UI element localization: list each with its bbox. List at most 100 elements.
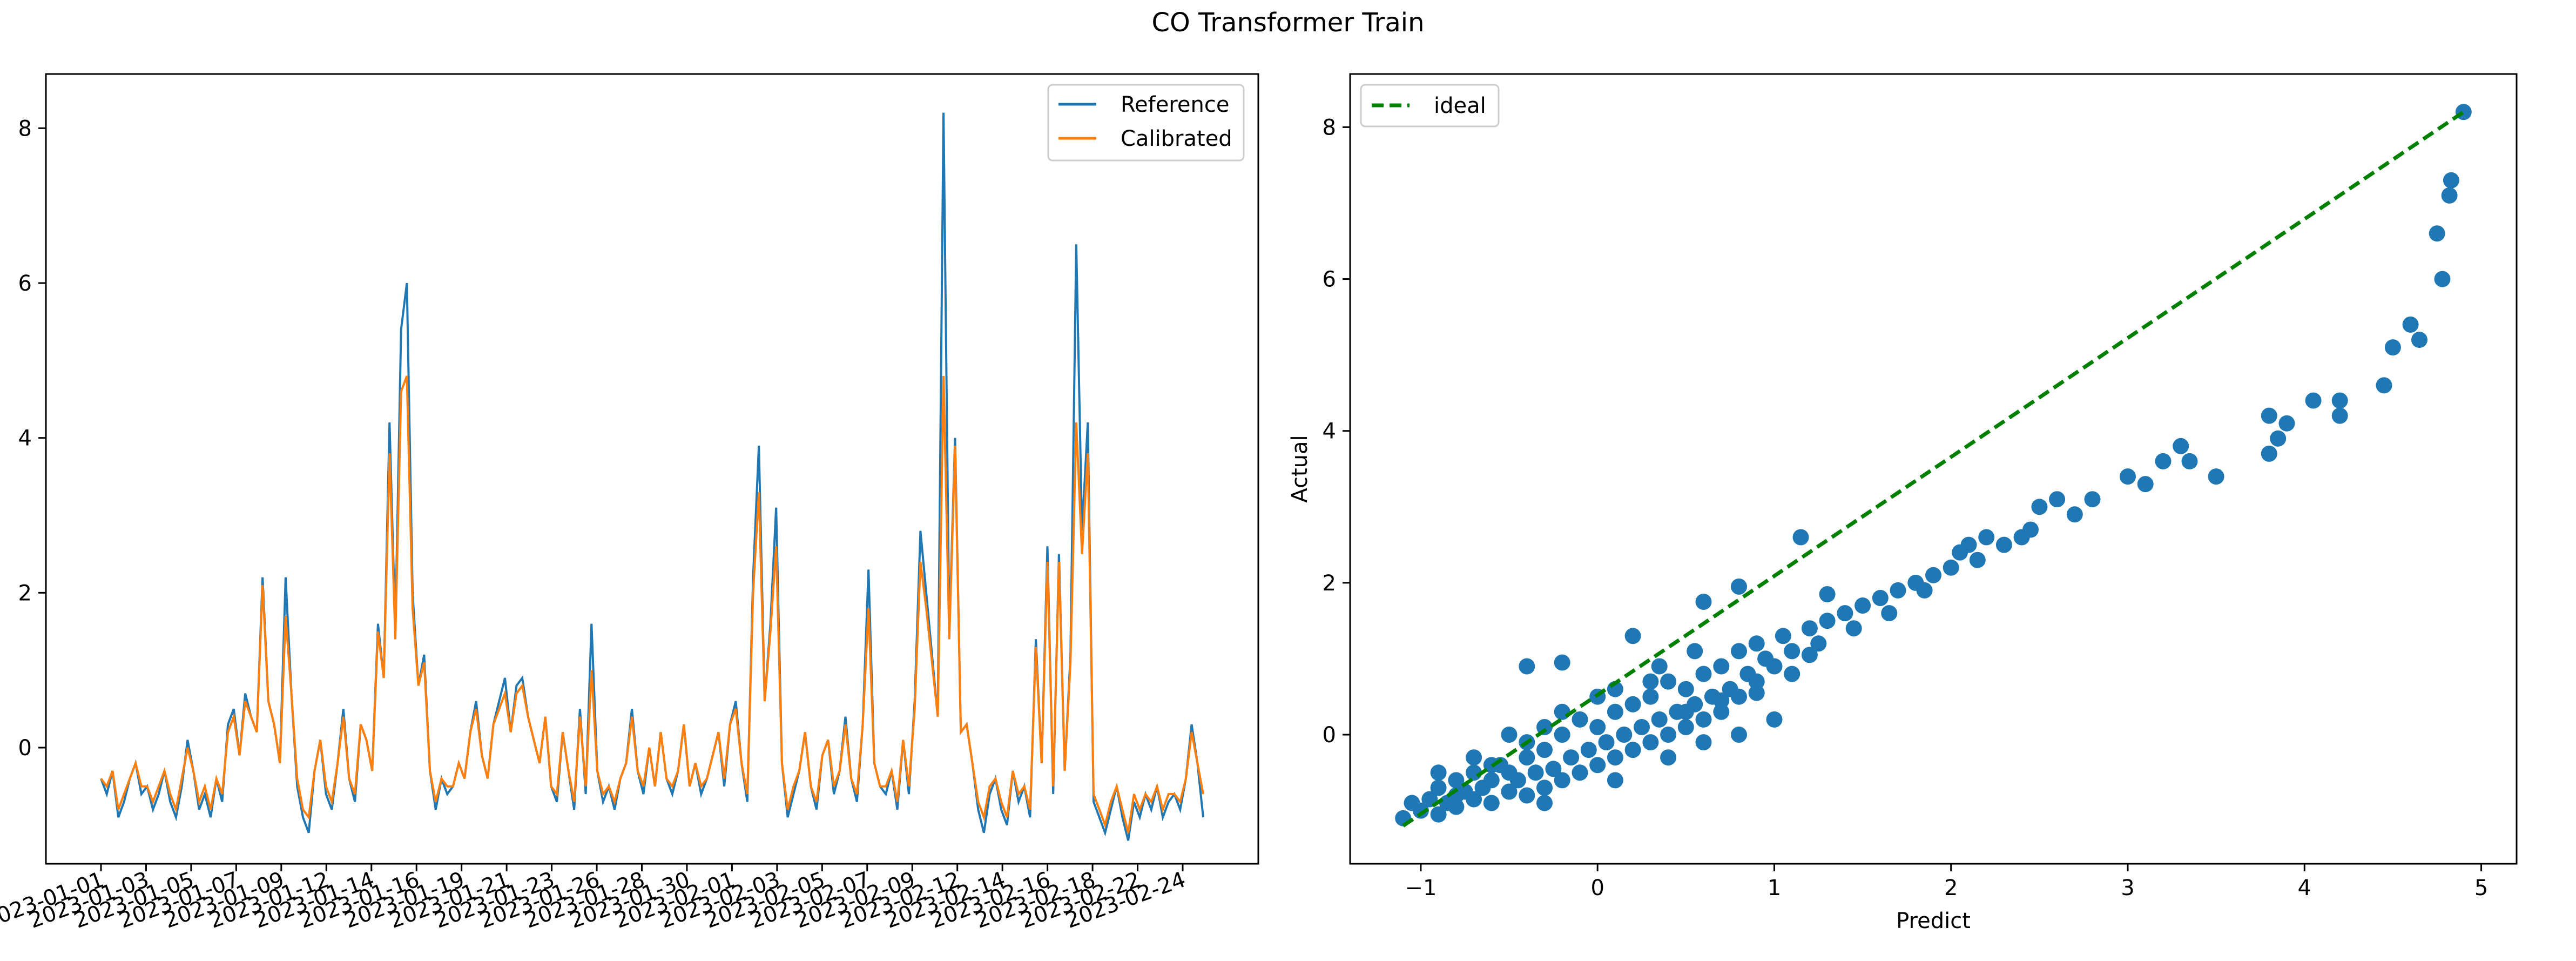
- scatter-point: [1660, 749, 1677, 766]
- scatter-point: [1554, 654, 1570, 671]
- y-tick-label: 2: [1323, 571, 1336, 596]
- x-tick-label: 3: [2121, 876, 2134, 900]
- scatter-point: [1642, 673, 1659, 690]
- scatter-point: [2173, 438, 2189, 454]
- scatter-point: [2261, 407, 2277, 424]
- scatter-point: [1642, 734, 1659, 751]
- scatter-point: [1695, 734, 1712, 751]
- line-chart-y-axis: 0 2 4 6 8: [18, 116, 46, 761]
- scatter-point: [2031, 499, 2048, 515]
- scatter-point: [1554, 727, 1570, 743]
- scatter-point: [1607, 703, 1623, 720]
- y-tick-label: 8: [18, 116, 32, 141]
- scatter-point: [1519, 658, 1535, 675]
- scatter-point: [1572, 764, 1588, 781]
- scatter-point: [1890, 582, 1906, 599]
- legend-label-ideal: ideal: [1434, 93, 1486, 118]
- scatter-point: [2181, 453, 2198, 469]
- scatter-point: [1607, 772, 1623, 789]
- scatter-point: [1651, 658, 1668, 675]
- scatter-point: [2084, 491, 2101, 508]
- scatter-point: [1695, 594, 1712, 610]
- scatter-point: [1554, 772, 1570, 789]
- x-tick-label: 0: [1590, 876, 1604, 900]
- x-tick-label: −1: [1405, 876, 1437, 900]
- scatter-point: [1634, 719, 1650, 735]
- scatter-point: [1713, 658, 1730, 675]
- scatter-point: [2270, 430, 2287, 447]
- scatter-point: [2305, 392, 2322, 409]
- scatter-point: [2443, 172, 2459, 189]
- scatter-point: [1731, 688, 1747, 705]
- scatter-point: [1766, 658, 1783, 675]
- scatter-point: [1784, 666, 1800, 682]
- scatter-point: [1483, 772, 1500, 789]
- legend-frame: [1360, 84, 1500, 127]
- line-chart-panel: 0 2 4 6 8 2023-01-012023-01-032023-01-052023…: [0, 73, 1259, 933]
- scatter-point: [1519, 749, 1535, 766]
- scatter-point: [1580, 742, 1597, 758]
- series-line-calibrated: [100, 375, 1204, 834]
- scatter-point: [1607, 749, 1623, 766]
- scatter-point: [2208, 468, 2224, 485]
- y-tick-label: 6: [1323, 267, 1336, 292]
- x-tick-label: 2: [1944, 876, 1958, 900]
- scatter-point: [1819, 586, 1836, 602]
- scatter-point: [2384, 339, 2401, 356]
- scatter-point: [2120, 468, 2136, 485]
- y-tick-label: 6: [18, 271, 32, 296]
- scatter-point: [1925, 567, 1941, 583]
- scatter-point: [1651, 711, 1668, 728]
- scatter-chart-panel: 0 2 4 6 8 −1 0 1 2 3 4 5 Predict Actual ideal: [1287, 73, 2518, 933]
- scatter-point: [2434, 271, 2451, 287]
- scatter-point: [1872, 590, 1889, 606]
- scatter-point: [1642, 688, 1659, 705]
- scatter-point: [1536, 742, 1553, 758]
- line-chart-legend: Reference Calibrated: [1047, 84, 1245, 162]
- y-tick-label: 0: [1323, 723, 1336, 748]
- legend-label-calibrated: Calibrated: [1121, 126, 1232, 151]
- scatter-point: [1501, 727, 1518, 743]
- scatter-point: [1483, 795, 1500, 811]
- scatter-x-axis-label: Predict: [1896, 909, 1971, 933]
- scatter-point: [1801, 620, 1818, 637]
- scatter-point: [1448, 798, 1465, 815]
- scatter-point: [1412, 802, 1429, 819]
- scatter-point: [1589, 719, 1606, 735]
- scatter-point: [1713, 692, 1730, 709]
- scatter-point: [1748, 684, 1765, 701]
- scatter-point: [1677, 719, 1694, 735]
- scatter-point: [1995, 536, 2012, 553]
- scatter-point: [1563, 749, 1580, 766]
- scatter-point: [1466, 791, 1482, 808]
- line-chart-x-axis: 2023-01-012023-01-032023-01-052023-01-07…: [0, 864, 1189, 933]
- scatter-point: [2441, 187, 2458, 204]
- scatter-point: [1731, 643, 1747, 660]
- figure-title: CO Transformer Train: [1151, 8, 1425, 38]
- x-tick-label: 4: [2298, 876, 2311, 900]
- y-tick-label: 4: [1323, 419, 1336, 444]
- scatter-point: [1501, 783, 1518, 800]
- scatter-x-axis: −1 0 1 2 3 4 5: [1405, 864, 2488, 900]
- scatter-point: [1810, 635, 1827, 652]
- series-line-reference: [100, 112, 1204, 841]
- scatter-point: [2331, 392, 2348, 409]
- scatter-point: [1881, 605, 1898, 622]
- scatter-point: [1536, 795, 1553, 811]
- scatter-point: [1616, 727, 1633, 743]
- scatter-point: [1978, 529, 1995, 546]
- x-tick-label: 5: [2474, 876, 2488, 900]
- scatter-point: [2261, 445, 2277, 462]
- scatter-point: [2278, 415, 2295, 432]
- scatter-point: [1660, 673, 1677, 690]
- scatter-point: [2155, 453, 2172, 469]
- scatter-point: [1775, 628, 1791, 644]
- scatter-point: [2137, 476, 2154, 493]
- scatter-point: [1837, 605, 1853, 622]
- scatter-y-axis-label: Actual: [1287, 435, 1312, 502]
- y-tick-label: 0: [18, 736, 32, 761]
- scatter-point: [1855, 597, 1871, 614]
- y-tick-label: 4: [18, 426, 32, 451]
- scatter-legend: ideal: [1360, 84, 1500, 127]
